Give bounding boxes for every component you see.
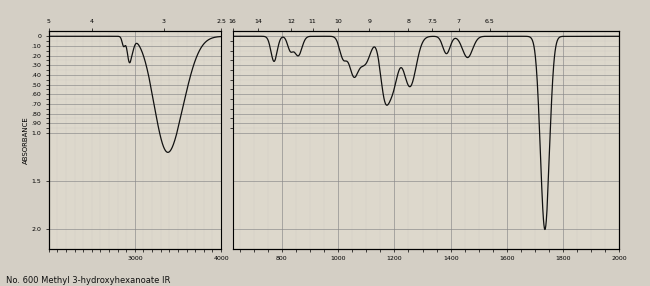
Y-axis label: ABSORBANCE: ABSORBANCE	[23, 116, 29, 164]
Text: No. 600 Methyl 3-hydroxyhexanoate IR: No. 600 Methyl 3-hydroxyhexanoate IR	[6, 276, 171, 285]
